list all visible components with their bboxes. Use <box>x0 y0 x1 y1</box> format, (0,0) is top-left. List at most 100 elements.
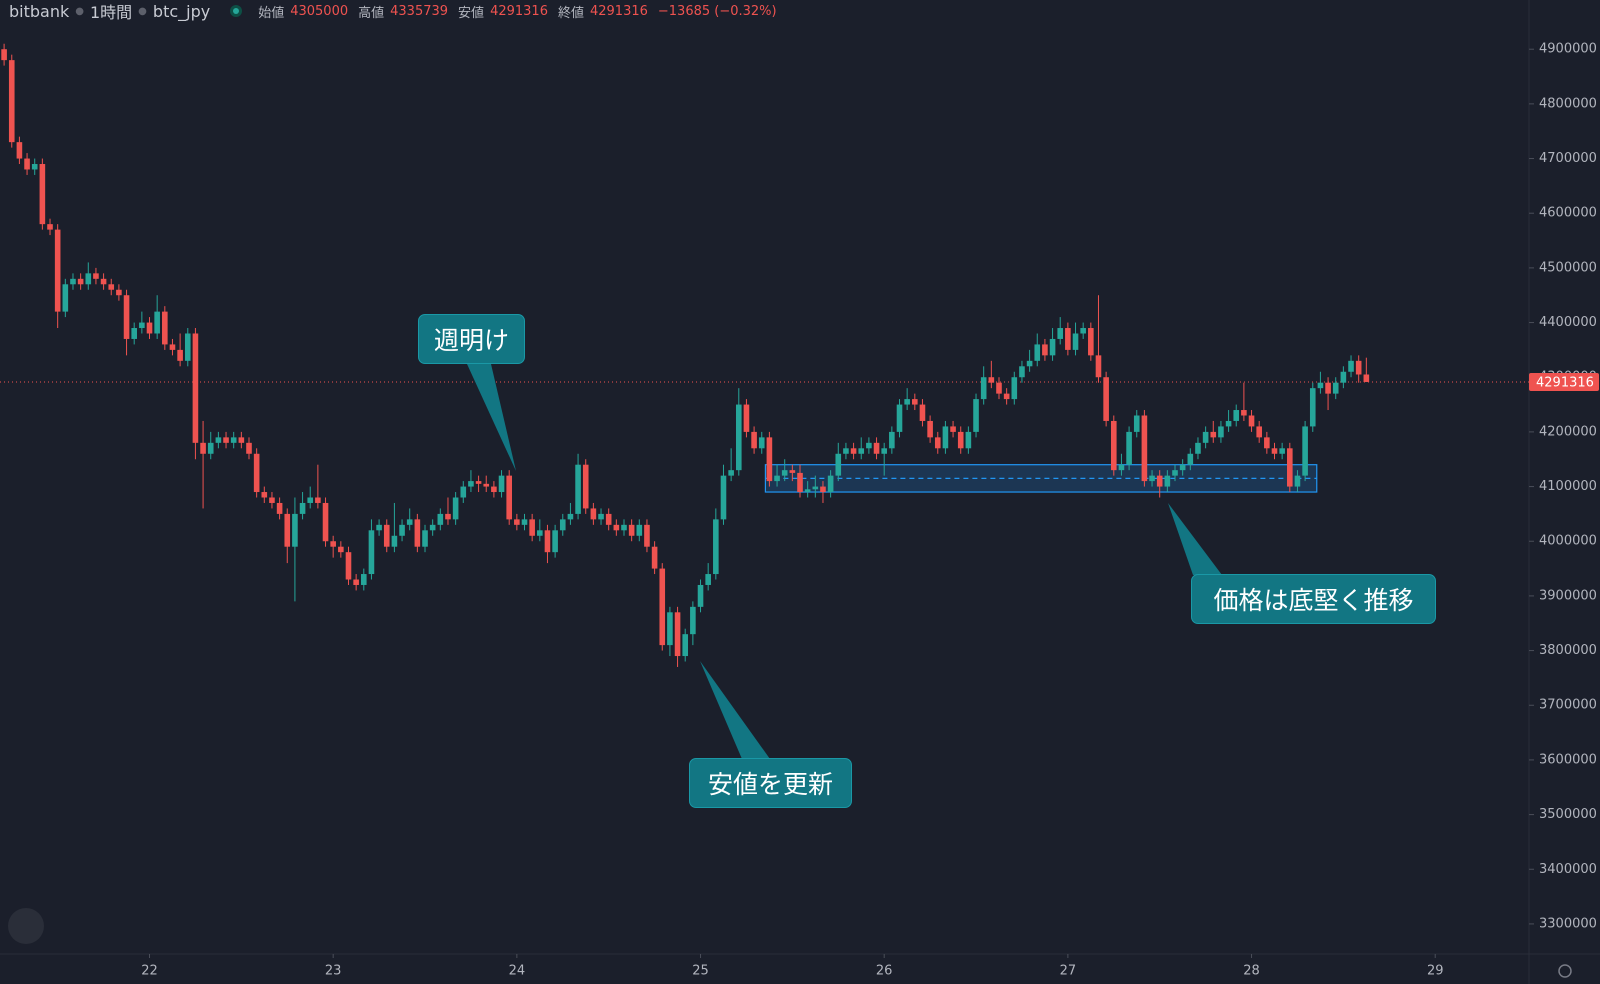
candle-body <box>108 284 115 290</box>
candle-body <box>980 377 987 400</box>
candle-body <box>582 464 589 509</box>
candle-body <box>1172 470 1178 476</box>
candle-body <box>950 426 956 432</box>
annotation: 安値を更新 <box>689 758 852 808</box>
symbol[interactable]: btc_jpy <box>152 1 211 21</box>
close-label: 終値 <box>557 5 584 21</box>
y-tick-label: 4100000 <box>1539 479 1597 494</box>
candle-body <box>1072 333 1079 350</box>
candle-body <box>567 513 574 520</box>
logo[interactable] <box>8 908 44 944</box>
current-price-tag <box>1529 372 1599 391</box>
candle-body <box>269 497 275 503</box>
candle-body <box>843 448 849 454</box>
current-price-label: 4291316 <box>1536 375 1594 390</box>
settings-icon[interactable] <box>1558 964 1572 978</box>
candle-body <box>1225 420 1232 427</box>
candle-body <box>353 579 359 585</box>
candle-body <box>713 519 719 575</box>
candle-body <box>1019 366 1025 378</box>
candle-body <box>123 295 130 339</box>
candle-body <box>1287 448 1293 487</box>
y-tick-label: 4500000 <box>1539 260 1597 275</box>
candle-body <box>238 437 245 443</box>
candle-body <box>491 486 497 493</box>
candle-body <box>1195 442 1201 454</box>
open-label: 始値 <box>258 5 285 21</box>
candle-body <box>376 524 382 531</box>
callout-pointer <box>467 364 516 471</box>
candle-body <box>1164 475 1171 487</box>
candle-body <box>973 399 979 432</box>
candle-body <box>100 278 107 285</box>
candle-body <box>506 475 512 520</box>
candle-body <box>445 513 451 520</box>
candle-body <box>827 475 834 493</box>
candle-body <box>1187 453 1194 465</box>
candle-body <box>1042 344 1048 356</box>
candle-body <box>246 442 252 454</box>
candle-body <box>889 431 895 449</box>
candle-body <box>276 502 283 514</box>
candle-body <box>682 634 689 657</box>
candle-body <box>659 568 666 646</box>
interval[interactable]: 1時間 <box>89 3 133 22</box>
candle-body <box>927 420 933 438</box>
candle-body <box>414 519 421 547</box>
candle-body <box>628 524 635 536</box>
candle-body <box>743 404 750 432</box>
candle-body <box>1095 355 1102 378</box>
candle-body <box>598 513 604 520</box>
x-tick-label: 25 <box>692 964 709 979</box>
x-tick-label: 29 <box>1427 964 1444 979</box>
candle-body <box>200 442 206 454</box>
candle-body <box>789 470 796 473</box>
candle-body <box>406 519 413 525</box>
candle-body <box>881 448 887 454</box>
y-tick-label: 3800000 <box>1539 643 1597 658</box>
candle-body <box>368 530 375 575</box>
candle-body <box>1080 328 1086 334</box>
exchange: bitbank <box>9 1 70 21</box>
candle-body <box>1348 360 1354 372</box>
candle-body <box>621 524 627 531</box>
close-value: 4291316 <box>589 3 648 19</box>
y-tick-label: 3600000 <box>1539 752 1597 767</box>
annotation: 週明け <box>418 314 525 364</box>
candle-body <box>797 472 803 493</box>
candle-body <box>1141 415 1148 482</box>
candle-body <box>483 483 490 487</box>
y-tick-label: 4800000 <box>1539 96 1597 111</box>
candle-body <box>751 431 757 449</box>
candle-body <box>24 158 30 170</box>
candle-body <box>697 584 704 607</box>
candle-body <box>873 442 880 454</box>
high-value: 4335739 <box>390 3 449 19</box>
y-tick-label: 3700000 <box>1539 698 1597 713</box>
candle-body <box>77 278 84 285</box>
candle-body <box>1271 448 1278 454</box>
candle-body <box>1 49 7 61</box>
candle-body <box>988 377 995 383</box>
candle-body <box>284 513 291 547</box>
candle-body <box>8 60 15 143</box>
candle-body <box>437 513 444 525</box>
candle-body <box>1003 393 1010 400</box>
y-tick-label: 4700000 <box>1539 151 1597 166</box>
separator: ● <box>138 5 147 17</box>
candle-body <box>912 399 918 405</box>
candle-body <box>552 530 558 553</box>
candle-body <box>1065 328 1071 350</box>
candle-body <box>781 470 788 476</box>
candle-body <box>735 404 742 471</box>
candle-body <box>1233 410 1240 421</box>
candle-body <box>514 519 520 525</box>
y-tick-label: 4200000 <box>1539 424 1597 439</box>
candle-body <box>452 497 459 520</box>
candle-body <box>1118 464 1125 471</box>
x-tick-label: 24 <box>509 964 526 979</box>
candle-body <box>804 489 811 493</box>
candle-body <box>1317 382 1324 389</box>
candle-body <box>1156 475 1163 487</box>
